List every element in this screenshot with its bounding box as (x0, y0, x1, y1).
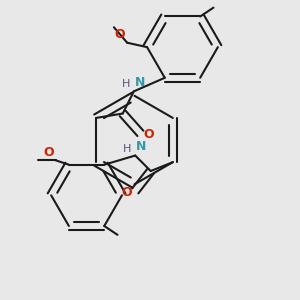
Text: N: N (135, 76, 145, 89)
Text: H: H (122, 79, 130, 89)
Text: H: H (122, 144, 131, 154)
Text: O: O (121, 185, 132, 199)
Text: O: O (115, 28, 125, 41)
Text: O: O (144, 128, 154, 141)
Text: N: N (136, 140, 147, 153)
Text: O: O (43, 146, 54, 159)
